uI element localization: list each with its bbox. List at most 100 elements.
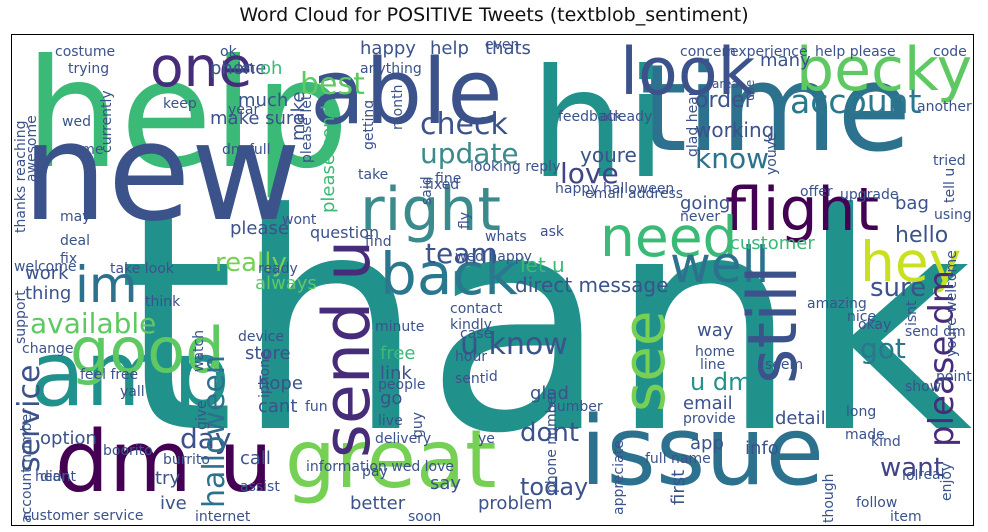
- word-follow: follow: [856, 495, 898, 511]
- word-lol: lol: [902, 468, 919, 484]
- word-may: may: [60, 209, 91, 225]
- word-question: question: [310, 223, 380, 242]
- word-thats: thats: [485, 38, 531, 59]
- word-come: come: [65, 142, 104, 158]
- word-u-know: u know: [460, 327, 568, 362]
- word-amazing: amazing: [807, 296, 867, 312]
- word-say: say: [430, 473, 462, 494]
- word-nice: nice: [847, 309, 877, 325]
- word-happy-halloween: happy halloween: [555, 181, 675, 197]
- word-new: new: [22, 94, 302, 251]
- word-hour: hour: [455, 349, 488, 365]
- word-kind: kind: [871, 434, 901, 450]
- word-let-u: let u: [520, 253, 565, 277]
- word-keep: keep: [163, 96, 197, 112]
- word-email-address: email address: [585, 186, 684, 202]
- word-full-name: full name: [645, 451, 711, 467]
- word-day: day: [180, 422, 232, 455]
- word-try: try: [155, 468, 181, 489]
- word-back: back: [380, 240, 518, 308]
- word-ok: ok: [220, 44, 237, 60]
- word-internet: internet: [195, 509, 251, 525]
- word-fly: fly: [457, 211, 473, 229]
- word-wed-happy: wed happy: [455, 249, 532, 265]
- word-send-dm: send dm: [905, 324, 966, 340]
- word-email: email: [683, 393, 733, 414]
- word-great: great: [285, 413, 497, 506]
- word-oh: oh: [260, 58, 283, 79]
- word-app: app: [690, 433, 724, 454]
- word-number: number: [548, 399, 603, 415]
- word-hi: hi: [530, 38, 667, 212]
- word-best: best: [300, 67, 365, 102]
- word-already: already: [600, 109, 653, 125]
- word-minute: minute: [375, 319, 425, 335]
- word-long: long: [846, 404, 877, 420]
- word-youve: youve: [764, 132, 780, 175]
- word-phone: phone: [210, 58, 267, 79]
- word-appreciate: appreciate: [611, 440, 627, 515]
- word-trying: trying: [68, 61, 110, 77]
- word-said: said: [419, 176, 435, 205]
- word-ye: ye: [478, 431, 495, 447]
- word-use: use: [743, 79, 757, 101]
- word-help: help: [430, 38, 469, 59]
- word-feel-free: feel free: [80, 367, 139, 383]
- word-sent: sent: [455, 371, 486, 387]
- word-feedback: feedback: [558, 109, 623, 125]
- word-even: even: [485, 37, 520, 53]
- word-issue: issue: [580, 397, 825, 507]
- word-fix: fix: [60, 251, 78, 267]
- word-ive: ive: [160, 493, 187, 514]
- word-another: another: [917, 99, 972, 115]
- word-customer: customer: [730, 233, 815, 254]
- word-device: device: [238, 329, 284, 345]
- word-hear: hear: [35, 469, 67, 485]
- word-problem: problem: [478, 493, 553, 514]
- word-ask: ask: [540, 224, 564, 240]
- word-one: one: [150, 35, 253, 99]
- word-provide: provide: [683, 411, 736, 427]
- word-go: go: [380, 388, 403, 409]
- word-link: link: [380, 363, 412, 384]
- word-working: working: [695, 118, 775, 142]
- word-never: never: [680, 209, 721, 225]
- word-account: account: [790, 82, 922, 121]
- word-month: month: [390, 84, 406, 130]
- word-costume: costume: [55, 44, 116, 60]
- word-want: want: [880, 453, 944, 483]
- word-didnt: didnt: [40, 469, 77, 485]
- word-tell-u: tell u: [942, 167, 958, 203]
- word-way: way: [697, 320, 734, 341]
- word-order: order: [695, 88, 754, 113]
- word-help-please: help please: [815, 44, 896, 60]
- word-seem: seem: [765, 357, 804, 373]
- word-looking-reply: looking reply: [470, 159, 561, 175]
- word-know: know: [695, 142, 769, 175]
- word-account-number: account number: [19, 408, 35, 523]
- word-bag: bag: [895, 193, 929, 214]
- word-really: really: [215, 248, 287, 278]
- word-please: please: [230, 218, 289, 239]
- word-able: able: [310, 40, 503, 145]
- word-year: year: [228, 102, 260, 118]
- word-offer: offer: [800, 184, 833, 200]
- word-got: got: [860, 332, 906, 365]
- word-dm-full: dm full: [222, 142, 271, 158]
- word-fine: fine: [435, 171, 462, 187]
- word-code: code: [933, 44, 967, 60]
- word-glad-hear: glad hear: [685, 90, 701, 157]
- word-welcome: welcome: [14, 259, 77, 275]
- word-wed: wed: [62, 114, 91, 130]
- word-flight: flight: [725, 175, 880, 245]
- word-make-sure: make sure: [210, 108, 305, 129]
- word-show: show: [905, 379, 942, 395]
- word-halloween: halloween: [197, 355, 232, 508]
- word-available: available: [30, 307, 157, 340]
- word-today: today: [520, 473, 589, 501]
- word-take-look: take look: [110, 261, 174, 277]
- word-id: id: [485, 369, 498, 385]
- word-change: change: [22, 341, 74, 357]
- word-better: better: [350, 493, 406, 514]
- word-happy: happy: [360, 38, 416, 59]
